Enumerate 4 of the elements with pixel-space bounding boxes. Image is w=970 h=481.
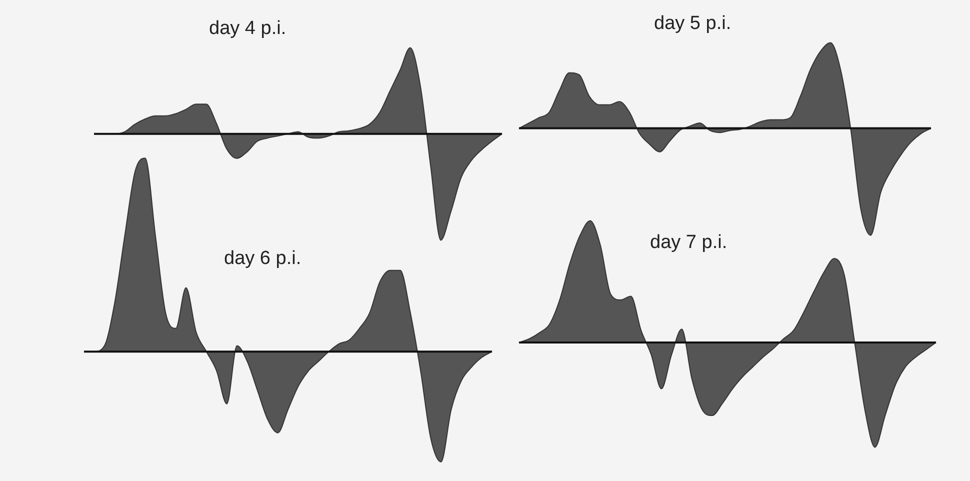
text: day 7 p.i. — [650, 232, 728, 254]
chart-title: day 4 p.i. — [209, 18, 286, 40]
text: day 6 p.i. — [224, 248, 302, 270]
chart-title: day 5 p.i. — [654, 13, 732, 35]
